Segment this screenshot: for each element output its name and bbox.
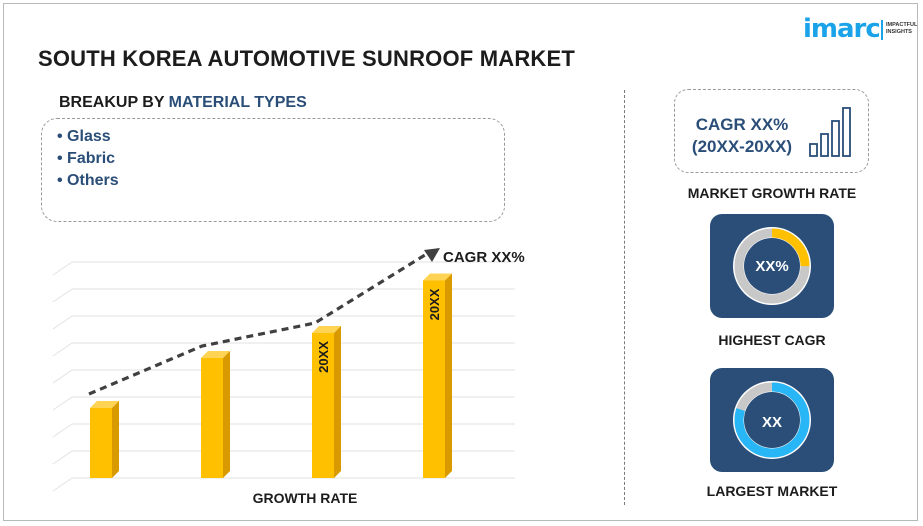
logo-tagline-line-1: IMPACTFUL [886, 22, 918, 28]
material-types-box [41, 118, 505, 222]
bar: 20XX [423, 273, 452, 478]
grid-line-perspective [52, 423, 73, 438]
logo-tagline-line-2: INSIGHTS [886, 29, 912, 35]
x-axis-label: GROWTH RATE [253, 490, 358, 506]
trend-arrowhead [424, 248, 440, 262]
largest-market-value: XX [761, 414, 782, 431]
bar-front-face [90, 408, 112, 478]
highest-cagr-ring [733, 227, 811, 305]
page-title: SOUTH KOREA AUTOMOTIVE SUNROOF MARKET [38, 46, 576, 71]
material-type-item: • Fabric [57, 150, 116, 167]
bar-side-face [445, 273, 452, 478]
trend-label: CAGR XX% [443, 249, 525, 266]
bar-top-face [312, 326, 341, 333]
logo-tagline: IMPACTFUL INSIGHTS [886, 22, 917, 36]
bar-top-face [90, 401, 119, 408]
highest-cagr-value: XX% [755, 258, 789, 275]
grid-line-perspective [52, 369, 73, 384]
material-types-list: • Glass • Fabric • Others [57, 126, 119, 192]
growth-bars-icon [809, 107, 851, 157]
imarc-logo: imarc IMPACTFUL INSIGHTS [803, 14, 917, 44]
chart-trend [88, 248, 440, 396]
grid-line-perspective [52, 396, 73, 411]
grid-line-perspective [52, 288, 73, 303]
highest-cagr-label: HIGHEST CAGR [718, 332, 826, 348]
bar-label: 20XX [316, 341, 331, 373]
grid-line-perspective [52, 450, 73, 465]
cagr-box [674, 89, 869, 173]
bar-side-face [112, 401, 119, 478]
logo-separator [881, 20, 883, 40]
grid-line-perspective [52, 477, 73, 492]
logo-wordmark: imarc [803, 14, 881, 44]
cagr-line-2: (20XX-20XX) [691, 137, 793, 156]
cagr-line-1: CAGR XX% [695, 115, 789, 134]
bar-side-face [334, 326, 341, 478]
bar [201, 351, 230, 478]
cagr-text: CAGR XX% (20XX-20XX) [678, 114, 806, 158]
bar: 20XX [312, 326, 341, 478]
bar-side-face [223, 351, 230, 478]
largest-market-ring [733, 381, 811, 459]
bar-label: 20XX [427, 288, 442, 320]
bar-top-face [423, 273, 452, 281]
breakup-heading-prefix: BREAKUP BY [59, 94, 169, 111]
material-type-item: • Glass [57, 128, 111, 145]
breakup-heading-highlight: MATERIAL TYPES [168, 94, 307, 111]
bar-top-face [201, 351, 230, 358]
section-divider [624, 90, 625, 505]
largest-market-label: LARGEST MARKET [706, 483, 838, 499]
grid-line-perspective [52, 261, 73, 276]
bar-front-face [201, 358, 223, 478]
grid-line-perspective [52, 315, 73, 330]
bar-front-face [312, 333, 334, 478]
material-type-item: • Others [57, 172, 119, 189]
trend-line [88, 250, 433, 396]
bar-front-face [423, 280, 445, 478]
breakup-heading: BREAKUP BY MATERIAL TYPES [59, 94, 307, 112]
chart-bars: 20XX 20XX [90, 273, 452, 478]
highest-cagr-tile: XX% [710, 214, 834, 318]
bar [90, 401, 119, 478]
market-growth-rate-label: MARKET GROWTH RATE [687, 185, 857, 201]
largest-market-tile: XX [710, 368, 834, 472]
grid-line-perspective [52, 342, 73, 357]
